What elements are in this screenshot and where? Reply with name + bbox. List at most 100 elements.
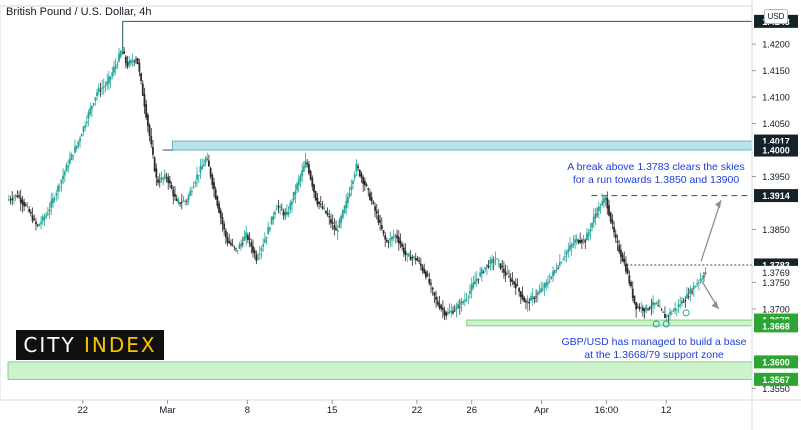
- candle-body: [287, 211, 290, 215]
- candle-body: [533, 298, 536, 299]
- support-annotation: GBP/USD has managed to build a base at t…: [561, 336, 747, 361]
- candle-body: [199, 166, 202, 173]
- candle-body: [136, 58, 139, 64]
- candle-body: [552, 271, 554, 277]
- candle-body: [667, 315, 670, 317]
- candle-body: [413, 256, 415, 258]
- candle-body: [679, 304, 682, 306]
- candle-body: [263, 239, 266, 243]
- candle-body: [311, 177, 314, 187]
- candle-body: [435, 296, 437, 300]
- time-tick-label: 8: [245, 405, 250, 416]
- candle-body: [52, 197, 54, 204]
- candle-body: [474, 281, 476, 285]
- candle-body: [541, 288, 544, 290]
- price-badge-bg: [754, 372, 798, 386]
- candle-body: [643, 308, 646, 312]
- candle-body: [228, 241, 231, 244]
- logo-word-city: CITY: [23, 333, 76, 357]
- candle-body: [92, 103, 95, 106]
- candle-body: [236, 250, 239, 251]
- candle-body: [665, 315, 668, 317]
- candle-body: [163, 174, 166, 179]
- candle-body: [333, 225, 336, 230]
- candle-body: [341, 210, 344, 218]
- candle-body: [696, 283, 699, 285]
- candle-body: [445, 312, 448, 316]
- candle-body: [99, 90, 102, 92]
- candle-body: [374, 206, 376, 211]
- candle-body: [365, 184, 368, 186]
- candle-body: [116, 64, 119, 66]
- candle-body: [169, 180, 171, 184]
- price-badge-label: 1.3567: [762, 375, 790, 385]
- candle-body: [652, 301, 654, 306]
- candle-body: [621, 254, 624, 262]
- candle-body: [367, 188, 370, 190]
- candle-body: [482, 271, 485, 273]
- candle-body: [660, 309, 663, 311]
- price-tick-label: 1.4200: [762, 40, 790, 50]
- candle-body: [655, 303, 658, 304]
- candle-body: [255, 254, 258, 261]
- candle-body: [23, 202, 26, 207]
- candle-body: [126, 62, 129, 67]
- candle-body: [614, 234, 617, 239]
- candle-body: [536, 292, 539, 296]
- candle-body: [138, 62, 141, 72]
- candle-body: [238, 244, 241, 249]
- candle-body: [518, 288, 521, 292]
- time-tick-label: 15: [327, 405, 338, 416]
- candle-body: [433, 292, 436, 296]
- candle-body: [292, 192, 295, 200]
- candle-body: [547, 282, 549, 285]
- candle-body: [230, 242, 232, 245]
- candle-body: [179, 202, 181, 204]
- candle-body: [14, 194, 17, 197]
- candle-body: [9, 199, 12, 201]
- price-badge-bg: [754, 189, 798, 203]
- candle-body: [184, 200, 187, 202]
- candle-body: [475, 278, 478, 282]
- time-axis: 22 Mar 8 15 22 26 Apr 16:00 12: [78, 400, 671, 416]
- candle-body: [428, 278, 431, 284]
- candle-body: [530, 296, 532, 301]
- candle-body: [384, 235, 387, 240]
- candle-body: [406, 253, 409, 255]
- candle-body: [494, 259, 497, 261]
- candle-body: [294, 191, 297, 195]
- candle-body: [396, 235, 398, 239]
- candle-body: [155, 168, 158, 178]
- candle-body: [375, 210, 378, 214]
- candle-body: [463, 299, 466, 302]
- price-badge-bg: [754, 265, 798, 279]
- candle-body: [631, 288, 634, 298]
- candle-body: [82, 126, 85, 133]
- candle-body: [501, 266, 504, 268]
- candle-body: [324, 210, 327, 214]
- candle-body: [279, 206, 282, 208]
- candle-body: [497, 260, 500, 262]
- candle-body: [123, 51, 126, 54]
- candle-body: [425, 271, 427, 278]
- candle-body: [143, 93, 146, 107]
- candle-body: [672, 310, 675, 312]
- candle-body: [477, 278, 480, 280]
- candle-body: [358, 169, 361, 176]
- candle-body: [613, 226, 615, 233]
- candle-body: [504, 271, 507, 276]
- candle-body: [330, 219, 332, 224]
- candle-body: [46, 213, 49, 215]
- candle-body: [146, 114, 149, 127]
- candle-body: [509, 277, 512, 282]
- candle-body: [441, 307, 444, 311]
- candle-body: [664, 314, 666, 319]
- candle-body: [258, 253, 261, 255]
- candle-body: [41, 216, 44, 222]
- currency-badge[interactable]: USD: [764, 9, 788, 24]
- candle-body: [304, 160, 307, 168]
- candle-body: [284, 213, 287, 214]
- candle-body: [699, 278, 702, 281]
- candle-body: [596, 213, 599, 215]
